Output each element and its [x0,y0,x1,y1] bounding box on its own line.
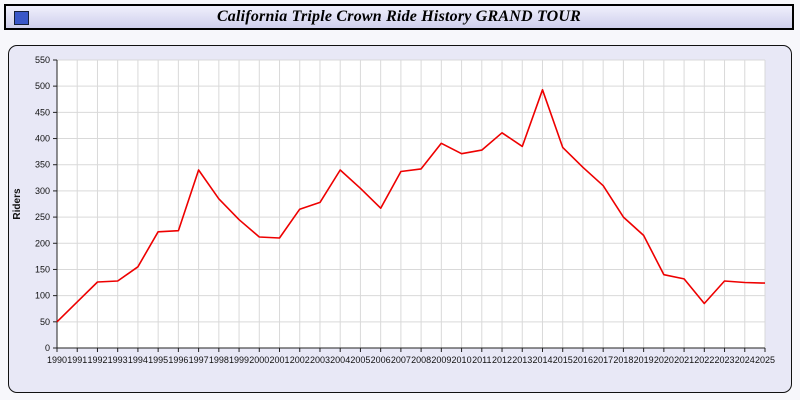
x-tick-label: 1993 [108,355,128,365]
x-tick-label: 2012 [492,355,512,365]
y-tick-label: 0 [45,343,50,353]
x-tick-label: 1990 [47,355,67,365]
y-tick-label: 500 [35,81,50,91]
y-tick-label: 50 [40,317,50,327]
x-tick-label: 2001 [269,355,289,365]
x-tick-label: 2024 [735,355,755,365]
x-tick-label: 2017 [593,355,613,365]
window-icon [14,11,29,25]
chart-panel: 0 50 100 150 200 250 300 350 400 450 500 550 1990 199… [8,45,792,393]
y-tick-label: 550 [35,55,50,65]
x-tick-label: 2023 [715,355,735,365]
x-tick-label: 2014 [532,355,552,365]
x-tick-label: 1995 [148,355,168,365]
x-tick-label: 2010 [452,355,472,365]
y-tick-label: 250 [35,212,50,222]
x-tick-label: 1998 [209,355,229,365]
window-title-bar: California Triple Crown Ride History GRA… [4,4,794,30]
x-tick-label: 2018 [613,355,633,365]
x-tick-label: 2020 [654,355,674,365]
x-tick-label: 2003 [310,355,330,365]
x-tick-label: 1999 [229,355,249,365]
x-tick-label: 2019 [634,355,654,365]
y-axis-title: Riders [12,188,23,220]
x-tick-label: 1991 [67,355,87,365]
y-tick-label: 100 [35,291,50,301]
x-tick-label: 2002 [290,355,310,365]
x-tick-label: 2011 [472,355,491,365]
x-tick-label: 2009 [431,355,451,365]
y-tick-label: 400 [35,134,50,144]
x-tick-label: 2013 [512,355,532,365]
x-tick-label: 2016 [573,355,593,365]
x-tick-label: 2022 [694,355,714,365]
x-tick-label: 2015 [553,355,573,365]
x-tick-label: 2000 [249,355,269,365]
x-tick-label: 1994 [128,355,148,365]
plot-area [57,60,765,348]
page-title: California Triple Crown Ride History GRA… [216,8,582,25]
x-tick-label: 2006 [371,355,391,365]
x-tick-label: 2007 [391,355,411,365]
x-tick-label: 1996 [168,355,188,365]
x-tick-label: 2025 [755,355,775,365]
x-tick-label: 2005 [350,355,370,365]
y-tick-label: 150 [35,264,50,274]
x-tick-label: 2021 [674,355,694,365]
x-tick-label: 1997 [189,355,209,365]
y-tick-label: 300 [35,186,50,196]
ride-series-line [56,88,766,323]
y-tick-label: 200 [35,238,50,248]
y-tick-label: 450 [35,107,50,117]
x-tick-label: 2004 [330,355,350,365]
x-tick-label: 2008 [411,355,431,365]
y-tick-label: 350 [35,160,50,170]
x-tick-label: 1992 [87,355,107,365]
